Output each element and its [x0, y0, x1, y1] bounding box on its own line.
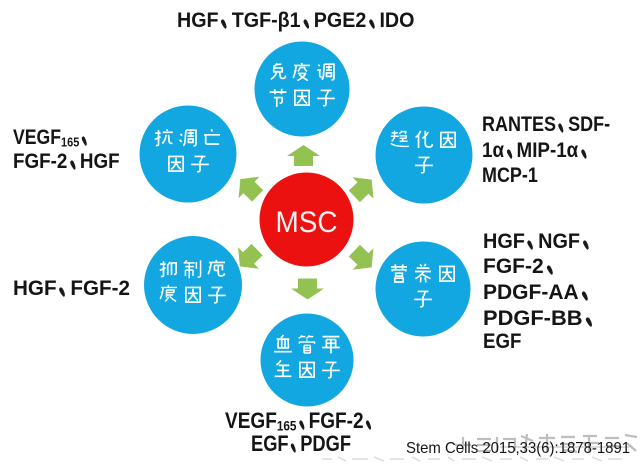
- svg-text:MSC: MSC: [276, 206, 338, 239]
